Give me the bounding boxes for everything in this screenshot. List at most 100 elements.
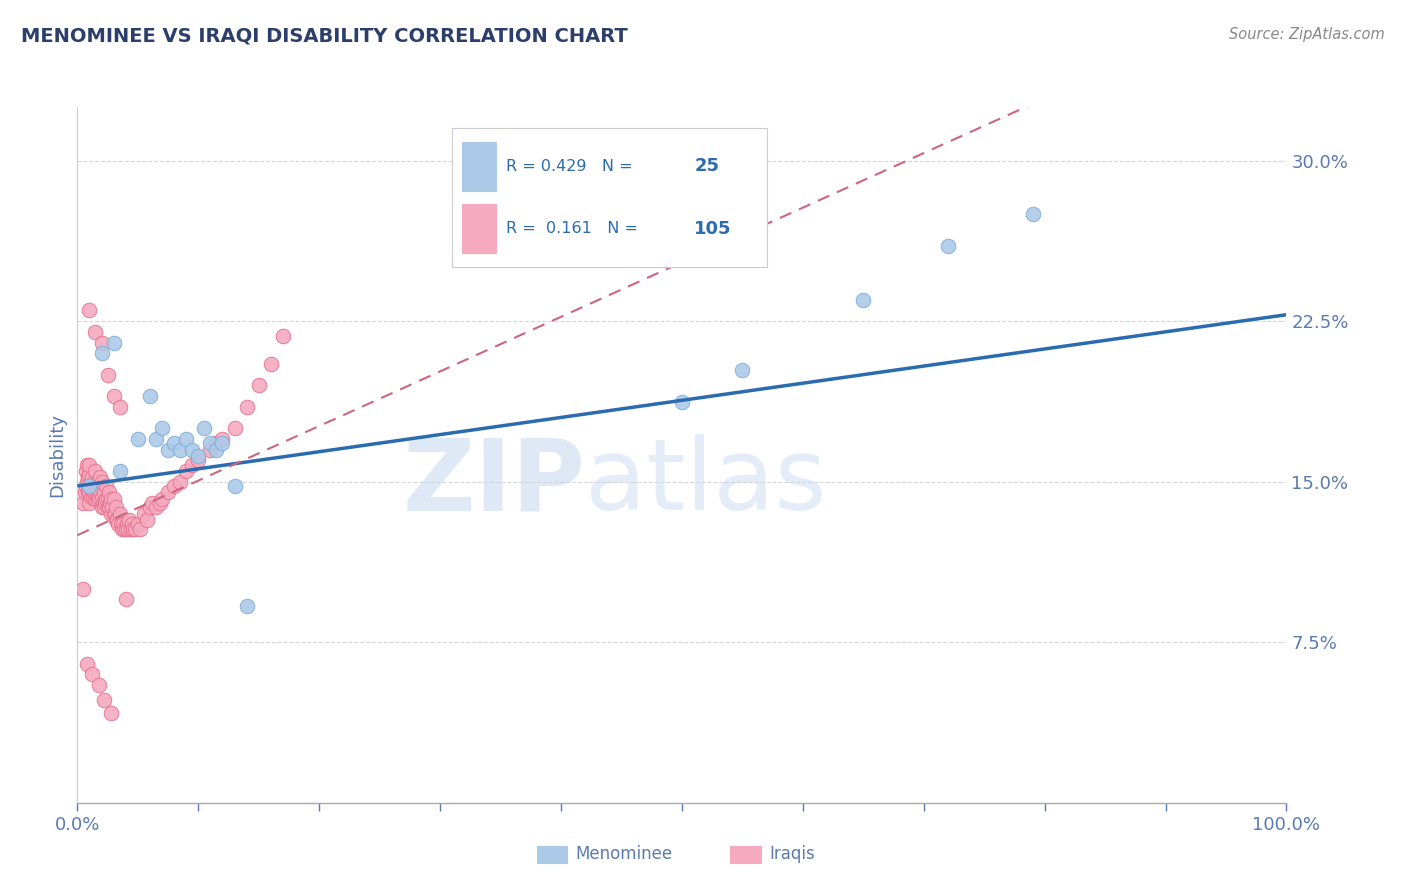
Point (163, 436, 186, 450)
Point (84, 325, 107, 339)
Point (108, 400, 131, 414)
Point (79, 303, 101, 318)
Point (97, 485, 120, 500)
Point (136, 513, 159, 527)
Point (103, 389, 125, 403)
Point (122, 522, 145, 536)
Point (110, 517, 132, 532)
Point (83, 475, 105, 489)
Point (79, 485, 101, 500)
Point (96, 368, 118, 382)
Point (1021, 207, 1043, 221)
Point (72, 582, 94, 596)
Point (72, 496, 94, 510)
Point (117, 522, 139, 536)
Y-axis label: Disability: Disability (48, 413, 66, 497)
Point (174, 432, 197, 446)
Point (141, 496, 163, 510)
Point (145, 500, 167, 515)
Point (163, 479, 186, 493)
Point (105, 513, 128, 527)
Point (75, 479, 97, 493)
Point (181, 458, 204, 472)
Point (107, 517, 129, 532)
Point (84, 491, 107, 506)
Point (127, 432, 149, 446)
FancyBboxPatch shape (730, 846, 761, 863)
Point (205, 442, 228, 457)
Point (224, 479, 246, 493)
Point (79, 458, 101, 472)
Point (90, 490, 112, 504)
Point (224, 421, 246, 435)
Point (82, 479, 104, 493)
Point (936, 239, 959, 253)
Text: ZIP: ZIP (402, 434, 585, 532)
Point (114, 522, 136, 536)
Point (84, 479, 107, 493)
Point (132, 507, 155, 521)
Point (79, 490, 101, 504)
Point (103, 507, 125, 521)
Text: Menominee: Menominee (575, 846, 672, 863)
Point (671, 395, 693, 409)
Point (87, 475, 110, 489)
Point (93, 693, 115, 707)
Point (139, 500, 162, 515)
Point (84, 464, 107, 478)
Point (97, 500, 120, 515)
Point (79, 479, 101, 493)
Text: Iraqis: Iraqis (769, 846, 814, 863)
Point (731, 363, 754, 377)
Point (108, 464, 131, 478)
Point (114, 522, 136, 536)
Point (169, 442, 191, 457)
Point (101, 500, 124, 515)
Point (235, 400, 257, 414)
Point (96, 500, 118, 515)
Point (129, 522, 152, 536)
Point (105, 500, 128, 515)
Point (82, 490, 104, 504)
Point (100, 507, 122, 521)
Point (181, 442, 204, 457)
Point (111, 522, 134, 536)
Point (98, 496, 121, 510)
Point (79, 496, 101, 510)
Point (73, 485, 96, 500)
Point (148, 496, 170, 510)
Point (96, 491, 118, 506)
Point (115, 517, 138, 532)
Text: atlas: atlas (585, 434, 827, 532)
Point (87, 678, 110, 692)
Point (120, 522, 142, 536)
Point (87, 490, 110, 504)
FancyBboxPatch shape (537, 846, 567, 863)
Point (80, 667, 103, 681)
Point (150, 421, 173, 435)
Point (105, 513, 128, 527)
Point (157, 485, 180, 500)
Point (79, 475, 101, 489)
Point (108, 507, 131, 521)
Point (76, 458, 98, 472)
Point (93, 500, 115, 515)
Point (235, 599, 257, 613)
Point (114, 592, 136, 607)
Point (150, 491, 173, 506)
Point (80, 483, 103, 498)
Point (86, 490, 108, 504)
Point (96, 490, 118, 504)
Point (79, 468, 101, 483)
Point (200, 436, 222, 450)
Point (93, 485, 115, 500)
Point (187, 449, 209, 463)
Point (139, 389, 162, 403)
Text: Source: ZipAtlas.com: Source: ZipAtlas.com (1229, 27, 1385, 42)
Point (174, 464, 197, 478)
Point (205, 436, 228, 450)
Point (103, 491, 125, 506)
Point (118, 513, 141, 527)
Point (157, 442, 180, 457)
Point (94, 496, 117, 510)
